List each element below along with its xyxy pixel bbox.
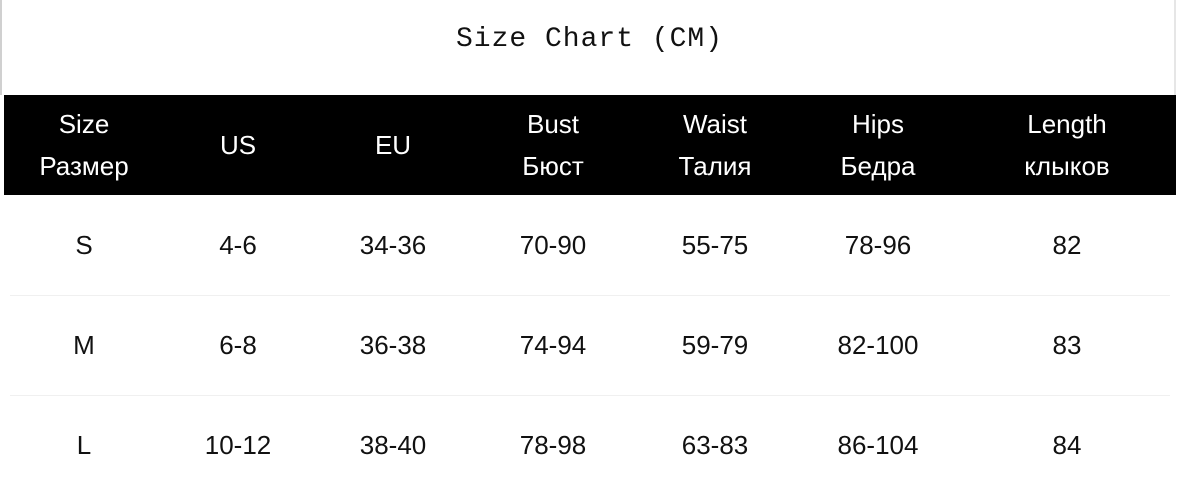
table-cell: M [73, 330, 95, 360]
table-cell: 70-90 [519, 230, 587, 260]
table-header: Size Размер US EU Bust Бюст Waist Талия Hips Бедр… [4, 95, 1176, 195]
header-label: Size [58, 109, 110, 139]
table-cell: 4-6 [219, 230, 257, 260]
header-cell: EU [375, 95, 411, 195]
header-label: Бедра [840, 151, 916, 181]
header-cell: Size Размер [39, 95, 128, 195]
header-label: Hips [851, 109, 905, 139]
header-cell: Bust Бюст [522, 95, 583, 195]
header-label: Bust [526, 109, 580, 139]
header-label: Талия [678, 151, 752, 181]
table-cell: 55-75 [681, 230, 749, 260]
table-cell: S [75, 230, 93, 260]
header-label: Бюст [522, 151, 584, 181]
header-cell: Length клыков [1024, 95, 1109, 195]
table-cell: 83 [1052, 330, 1082, 360]
table-cell: 82-100 [837, 330, 919, 360]
header-label: US [219, 130, 257, 160]
table-row: L 10-12 38-40 78-98 63-83 86-104 84 [0, 395, 1179, 495]
table-cell: 84 [1052, 430, 1082, 460]
row-divider [10, 295, 1170, 296]
table-cell: 78-96 [844, 230, 912, 260]
header-label: EU [374, 130, 412, 160]
table-cell: 36-38 [359, 330, 427, 360]
table-cell: 59-79 [681, 330, 749, 360]
table-row: S 4-6 34-36 70-90 55-75 78-96 82 [0, 195, 1179, 295]
header-cell: Waist Талия [679, 95, 752, 195]
table-cell: L [76, 430, 92, 460]
header-label: клыков [1024, 151, 1110, 181]
table-cell: 74-94 [519, 330, 587, 360]
table-cell: 82 [1052, 230, 1082, 260]
table-cell: 10-12 [204, 430, 272, 460]
table-cell: 78-98 [519, 430, 587, 460]
row-divider [10, 395, 1170, 396]
table-cell: 86-104 [837, 430, 919, 460]
header-cell: Hips Бедра [840, 95, 915, 195]
table-cell: 6-8 [219, 330, 257, 360]
table-cell: 34-36 [359, 230, 427, 260]
chart-title: Size Chart (CM) [455, 24, 724, 55]
header-label: Размер [39, 151, 129, 181]
table-cell: 63-83 [681, 430, 749, 460]
header-label: Length [1027, 109, 1107, 139]
header-cell: US [220, 95, 256, 195]
table-cell: 38-40 [359, 430, 427, 460]
table-row: M 6-8 36-38 74-94 59-79 82-100 83 [0, 295, 1179, 395]
header-label: Waist [682, 109, 748, 139]
title-frame [0, 0, 1176, 95]
